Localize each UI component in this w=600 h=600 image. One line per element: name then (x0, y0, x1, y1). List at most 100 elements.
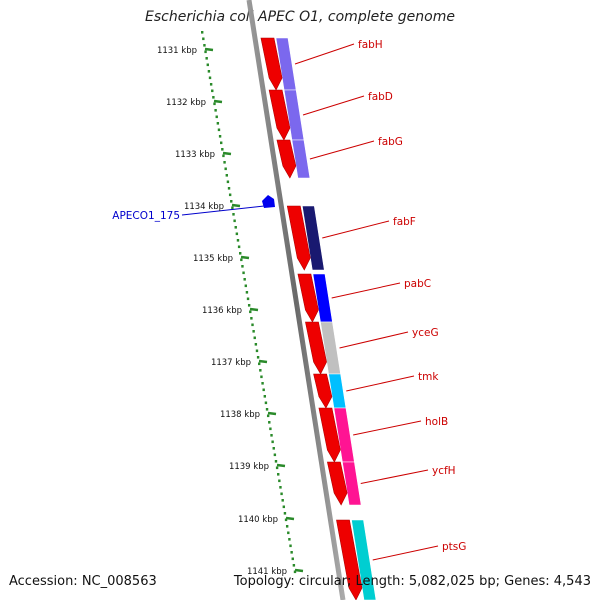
scale-dot (240, 258, 243, 262)
gene-arrow (286, 205, 311, 271)
gene-label-leader (322, 220, 390, 239)
tick-label: 1139 kbp (229, 462, 269, 472)
scale-dot (223, 161, 226, 164)
tick-label: 1133 kbp (175, 150, 215, 160)
gene-arrow (260, 37, 283, 91)
scale-dot (274, 460, 278, 463)
scale-dot (224, 167, 227, 171)
gene-label-leader (331, 282, 401, 299)
scale-dot (261, 382, 264, 385)
tick-label: 1136 kbp (202, 306, 242, 316)
gene-arrow (336, 519, 363, 600)
scale-dot (269, 427, 272, 431)
tick-mark (285, 516, 295, 521)
scale-dot (256, 356, 260, 359)
scale-dot (203, 44, 206, 47)
tick-mark (276, 463, 286, 468)
gene-labels: fabH fabD fabG fabF pabC yceG tmk holB ycfH ptsG A… (112, 39, 466, 561)
scale-dot (265, 408, 269, 411)
scale-dot (234, 226, 237, 229)
scale-dot (263, 395, 267, 398)
scale-dot (285, 525, 289, 528)
scale-dot (266, 414, 270, 418)
scale-dot (215, 115, 218, 119)
scale-dot (221, 148, 224, 151)
gene-arrow (318, 407, 341, 463)
scale-dot (253, 336, 256, 340)
scale-dot (214, 109, 217, 112)
tick-label: 1131 kbp (157, 46, 197, 56)
scale-dot (279, 486, 282, 489)
scale-dot (252, 330, 255, 333)
scale-dot (213, 102, 216, 106)
gene-arrow (268, 89, 291, 141)
tick-mark (204, 47, 214, 52)
tick-mark (222, 151, 232, 156)
genome-stats-text: Topology: circular; Length: 5,082,025 bp… (233, 574, 591, 589)
gene-label-leader (360, 469, 429, 484)
scale-dot (237, 245, 241, 249)
scale-dot (281, 499, 284, 502)
gene-cog-band (291, 139, 311, 179)
gene-cog-band (328, 373, 347, 409)
gene-label-leader (294, 43, 355, 65)
orf-label: APECO1_175 (112, 210, 180, 222)
scale-dot (244, 284, 248, 288)
gene-label-leader (372, 545, 439, 561)
gene-label-leader (339, 331, 409, 349)
tick-label: 1140 kbp (238, 515, 278, 525)
gene-label-yceG: yceG (412, 327, 439, 339)
tick-label: 1138 kbp (220, 410, 260, 420)
gene-arrow (297, 273, 319, 323)
scale-dot (235, 232, 239, 236)
scale-dot (270, 434, 273, 437)
scale-dot (205, 57, 208, 60)
scale-dot (232, 213, 235, 216)
scale-dot (293, 570, 297, 574)
scale-dot (239, 252, 242, 255)
gene-label-leader (309, 140, 375, 160)
tick-mark (258, 359, 268, 364)
gene-arrow (276, 139, 297, 179)
tick-mark (240, 255, 250, 260)
scale-dot (207, 70, 211, 73)
scale-dot (275, 466, 279, 470)
tick-label: 1135 kbp (193, 254, 233, 264)
scale-ruler (201, 31, 297, 574)
scale-dot (258, 362, 261, 366)
scale-dot (280, 492, 283, 496)
scale-dot (216, 122, 220, 125)
gene-label-leader (346, 375, 415, 392)
scale-dot (242, 271, 245, 275)
gene-label-ptsG: ptsG (442, 541, 466, 553)
gene-arrow (313, 373, 333, 409)
gene-label-fabF: fabF (393, 216, 416, 228)
scale-dot (227, 187, 231, 190)
gene-label-leader (302, 95, 365, 116)
gene-label-fabH: fabH (358, 39, 383, 51)
scale-dot (222, 154, 225, 158)
tick-label: 1137 kbp (211, 358, 251, 368)
scale-dot (211, 89, 214, 93)
scale-dot (206, 63, 209, 67)
scale-dot (287, 531, 290, 535)
scale-dot (218, 135, 222, 138)
scale-dot (241, 265, 244, 268)
scale-dot (246, 297, 250, 301)
scale-dot (220, 141, 223, 145)
scale-dot (204, 50, 207, 54)
tick-mark (267, 411, 277, 416)
scale-dot (262, 388, 265, 392)
scale-dot (243, 278, 246, 281)
tick-mark (231, 203, 241, 208)
scale-dot (289, 544, 292, 548)
scale-dot (290, 551, 293, 554)
scale-dot (230, 200, 233, 203)
gene-label-pabC: pabC (404, 278, 431, 290)
scale-dot (212, 96, 215, 99)
scale-dot (233, 219, 236, 223)
gene-label-tmk: tmk (418, 371, 439, 383)
gene-label-holB: holB (425, 416, 448, 428)
scale-dot (251, 323, 254, 327)
